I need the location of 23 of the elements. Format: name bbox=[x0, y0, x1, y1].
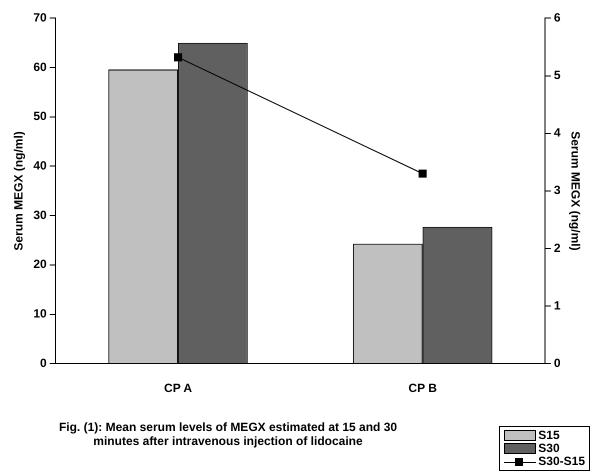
x-tick-label: CP A bbox=[164, 381, 192, 396]
y-tick-label: 50 bbox=[33, 109, 48, 124]
y-axis-title: Serum MEGX (ng/ml) bbox=[12, 131, 26, 251]
y2-tick-label: 3 bbox=[554, 183, 561, 198]
x-tick-label: CP B bbox=[408, 381, 438, 396]
legend-label: S30 bbox=[538, 441, 560, 455]
y2-tick-label: 5 bbox=[554, 68, 561, 82]
y2-tick-label: 6 bbox=[554, 10, 561, 25]
y-tick-label: 40 bbox=[33, 158, 48, 173]
y2-tick-label: 4 bbox=[554, 126, 561, 140]
legend-label: S30-S15 bbox=[538, 454, 585, 468]
y-tick-label: 20 bbox=[33, 257, 48, 272]
text: Fig. (1): Mean serum levels of MEGX estimated at 15 and 30 minutes after intravenous injection of lidocaine bbox=[58, 420, 398, 448]
y2-tick-label: 0 bbox=[554, 356, 561, 370]
y2-tick-label: 2 bbox=[554, 240, 561, 255]
y-tick-label: 70 bbox=[33, 10, 48, 25]
y-tick-label: 30 bbox=[33, 208, 48, 222]
y-tick-label: 60 bbox=[33, 60, 48, 74]
y-tick-label: 0 bbox=[40, 356, 48, 370]
y2-axis-title: Serum MEGX (ng/ml) bbox=[568, 131, 582, 251]
y2-tick-label: 1 bbox=[554, 298, 561, 312]
y-tick-label: 10 bbox=[33, 306, 48, 321]
legend-label: S15 bbox=[538, 428, 560, 442]
